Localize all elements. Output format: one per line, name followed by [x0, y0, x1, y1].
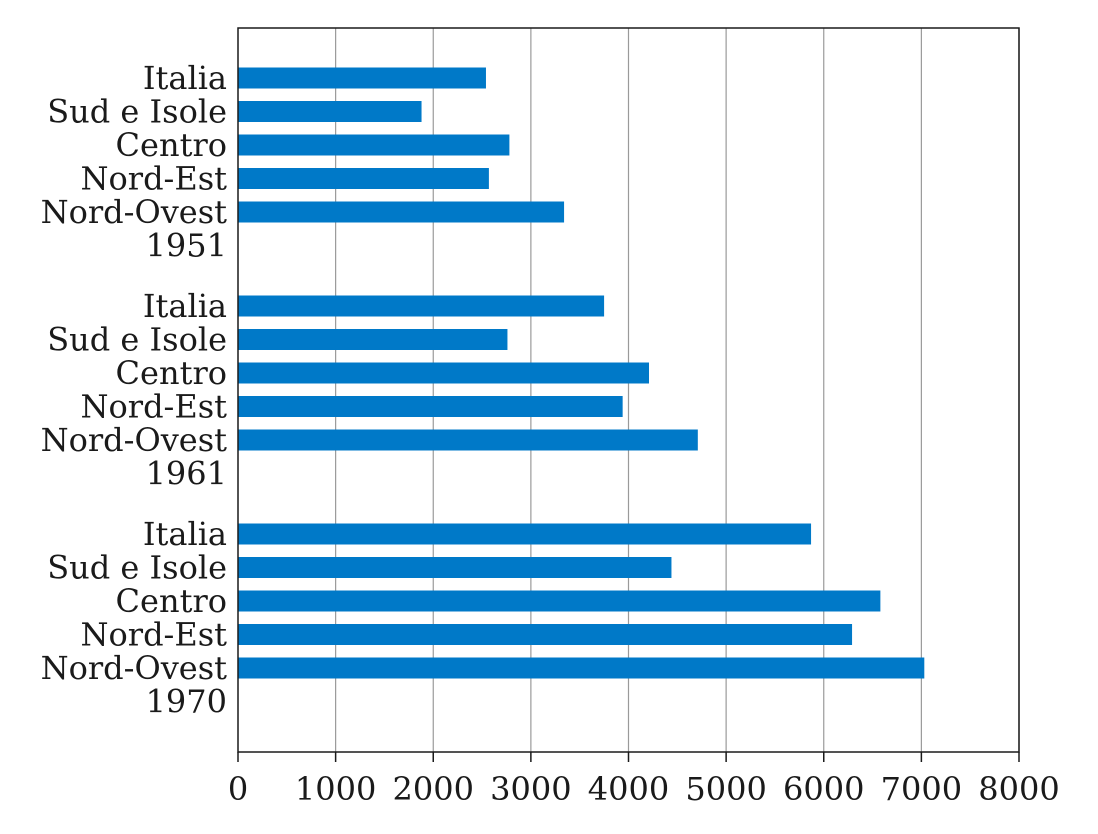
x-tick-label: 6000	[783, 770, 864, 808]
bar	[238, 523, 812, 545]
bar	[238, 168, 489, 189]
category-label: Nord-Est	[81, 616, 228, 654]
category-label: Centro	[116, 354, 227, 392]
category-label: Nord-Est	[81, 160, 228, 198]
category-label: Centro	[116, 582, 227, 620]
x-tick-label: 8000	[978, 770, 1059, 808]
x-tick-label: 3000	[490, 770, 571, 808]
bars	[238, 67, 925, 679]
category-label: Nord-Ovest	[41, 649, 228, 687]
x-tick-label: 7000	[881, 770, 962, 808]
bar	[238, 329, 508, 350]
bar	[238, 201, 565, 223]
category-label: Centro	[116, 126, 227, 164]
category-label: Sud e Isole	[47, 321, 227, 359]
category-label: Italia	[143, 515, 227, 553]
category-label: Nord-Est	[81, 388, 228, 426]
x-tick-label: 1000	[295, 770, 376, 808]
bar	[238, 295, 605, 317]
bar	[238, 101, 422, 122]
bar	[238, 429, 698, 451]
bar	[238, 362, 650, 384]
bar	[238, 396, 623, 417]
x-tick-label: 5000	[685, 770, 766, 808]
category-label: Nord-Ovest	[41, 421, 228, 459]
bar	[238, 557, 672, 578]
category-label: Nord-Ovest	[41, 193, 228, 231]
x-axis-ticks: 0 1000 2000 3000 4000 5000 6000 7000 8000	[228, 752, 1060, 808]
category-label: Italia	[143, 59, 227, 97]
group-label: 1951	[146, 227, 227, 265]
bar	[238, 624, 853, 645]
category-label: Sud e Isole	[47, 93, 227, 131]
bar	[238, 134, 510, 156]
group-label: 1961	[146, 455, 227, 493]
bar	[238, 590, 881, 612]
category-label: Sud e Isole	[47, 549, 227, 587]
x-tick-label: 4000	[588, 770, 669, 808]
x-tick-label: 2000	[393, 770, 474, 808]
group-label: 1970	[146, 683, 227, 721]
bar	[238, 67, 486, 89]
x-tick-label: 0	[228, 770, 248, 808]
bar	[238, 657, 925, 679]
category-label: Italia	[143, 287, 227, 325]
